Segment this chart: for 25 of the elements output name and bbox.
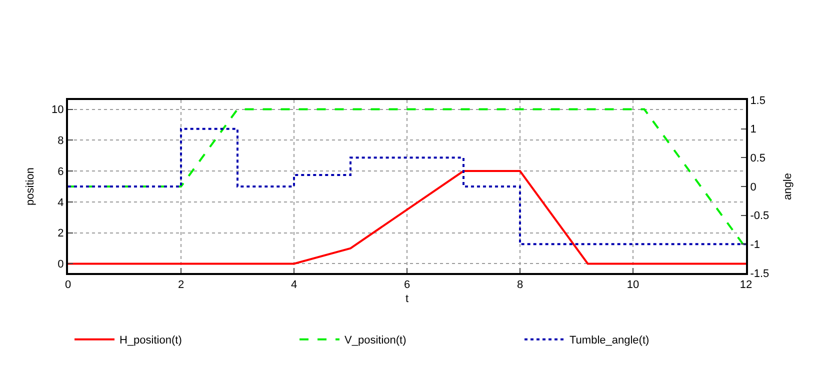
y2-tick-label: 1.5 bbox=[750, 94, 766, 107]
y2-tick-label: -1.5 bbox=[750, 268, 770, 280]
y-tick-label: 8 bbox=[58, 135, 64, 148]
x-tick-label: 10 bbox=[626, 279, 640, 292]
y-axis-title: position bbox=[24, 168, 37, 206]
y2-axis-title: angle bbox=[782, 173, 794, 200]
x-tick-label: 4 bbox=[290, 279, 298, 292]
y-tick-label: 4 bbox=[58, 196, 64, 209]
x-axis-title: t bbox=[405, 292, 409, 305]
x-tick-label: 8 bbox=[516, 279, 524, 292]
y2-tick-label: 0 bbox=[750, 181, 756, 194]
x-tick-label: 6 bbox=[404, 279, 410, 292]
x-tick-label: 2 bbox=[178, 279, 184, 292]
y2-tick-label: -1 bbox=[750, 239, 760, 252]
y2-tick-label: -0.5 bbox=[750, 210, 770, 222]
legend-label: Tumble_angle(t) bbox=[570, 334, 650, 347]
x-tick-label: 12 bbox=[740, 279, 752, 292]
legend-label: V_position(t) bbox=[344, 334, 406, 347]
y-tick-label: 6 bbox=[58, 166, 64, 178]
y2-tick-label: 1 bbox=[750, 124, 756, 136]
y2-tick-label: 0.5 bbox=[750, 152, 766, 165]
legend-label: H_position(t) bbox=[120, 334, 182, 347]
y-tick-label: 2 bbox=[58, 228, 64, 240]
y-tick-label: 0 bbox=[58, 258, 64, 271]
y-tick-label: 10 bbox=[52, 104, 64, 116]
